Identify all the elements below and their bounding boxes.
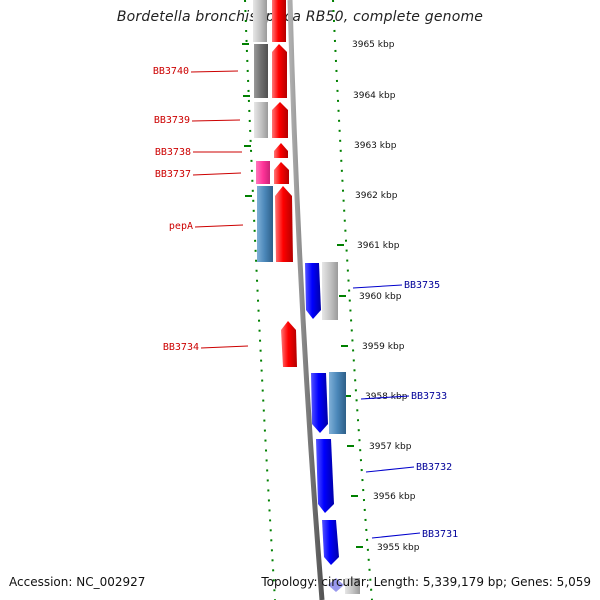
gene-block-pepa-steel [257, 186, 273, 262]
kbp-label: 3960 kbp [359, 292, 402, 302]
kbp-label: 3963 kbp [354, 141, 397, 151]
gene-arrow-bb3733 [311, 373, 328, 433]
gene-arrow-pepa [275, 186, 293, 262]
gene-label-bb3735[interactable]: BB3735 [404, 280, 440, 291]
gene-block-bottom-gray [345, 578, 360, 594]
gene-label-bb3740[interactable]: BB3740 [153, 66, 189, 77]
label-leader [191, 119, 241, 122]
gene-arrow-bb3738 [274, 143, 288, 158]
gene-arrow-bb3739 [272, 102, 288, 138]
genome-backbone [287, 0, 325, 600]
gene-label-bb3733[interactable]: BB3733 [411, 391, 447, 402]
topology-summary-text: Topology: circular; Length: 5,339,179 bp… [261, 575, 591, 589]
gene-arrow-forward [272, 0, 286, 42]
right-tick-track [332, 0, 373, 600]
gene-block-bottom-lavender [328, 578, 344, 592]
forward-gene-labels: BB3740 BB3739 BB3738 BB3737 pepA BB3734 [153, 66, 249, 353]
label-leader [352, 284, 403, 289]
kbp-labels: 3965 kbp 3964 kbp 3963 kbp 3962 kbp 3961… [352, 40, 420, 553]
kbp-label: 3962 kbp [355, 191, 398, 201]
label-leader [194, 224, 244, 228]
gene-label-bb3732[interactable]: BB3732 [416, 462, 452, 473]
label-leader [365, 466, 415, 473]
gene-label-bb3737[interactable]: BB3737 [155, 169, 191, 180]
label-leader [200, 345, 249, 349]
kbp-label: 3965 kbp [352, 40, 395, 50]
gene-block-gray-top [253, 0, 267, 42]
gene-block-bb3740-gray [254, 44, 268, 98]
label-leader [190, 70, 239, 73]
reverse-gene-labels: BB3735 BB3733 BB3732 BB3731 [352, 280, 458, 540]
reverse-strand-features [305, 262, 360, 594]
gene-label-bb3739[interactable]: BB3739 [154, 115, 190, 126]
gene-block-bb3739-gray [254, 102, 268, 138]
gene-arrow-bb3732 [316, 439, 334, 513]
major-ticks [242, 43, 363, 548]
kbp-label: 3959 kbp [362, 342, 405, 352]
gene-block-bb3737-magenta [256, 161, 270, 184]
map-title: Bordetella bronchiseptica RB50, complete… [116, 9, 484, 25]
left-tick-track [244, 0, 276, 600]
gene-label-bb3731[interactable]: BB3731 [422, 529, 458, 540]
kbp-label: 3955 kbp [377, 543, 420, 553]
accession-text: Accession: NC_002927 [9, 575, 146, 589]
gene-label-bb3734[interactable]: BB3734 [163, 342, 199, 353]
gene-arrow-bb3740 [272, 44, 287, 98]
forward-strand-features [253, 0, 297, 367]
gene-arrow-bb3735 [305, 263, 321, 319]
kbp-label: 3964 kbp [353, 91, 396, 101]
gene-label-bb3738[interactable]: BB3738 [155, 147, 191, 158]
gene-block-bb3733-steel [329, 372, 346, 434]
label-leader [192, 172, 242, 176]
gene-block-bb3735-gray [322, 262, 338, 320]
gene-arrow-bb3731 [322, 520, 339, 565]
gene-label-pepa[interactable]: pepA [169, 221, 193, 232]
label-leader [360, 395, 410, 400]
scale-tick-tracks [244, 0, 373, 600]
kbp-label: 3956 kbp [373, 492, 416, 502]
kbp-label: 3961 kbp [357, 241, 400, 251]
gene-arrow-bb3734 [281, 321, 297, 367]
kbp-label: 3957 kbp [369, 442, 412, 452]
label-leader [371, 532, 421, 539]
gene-arrow-bb3737 [274, 162, 289, 184]
